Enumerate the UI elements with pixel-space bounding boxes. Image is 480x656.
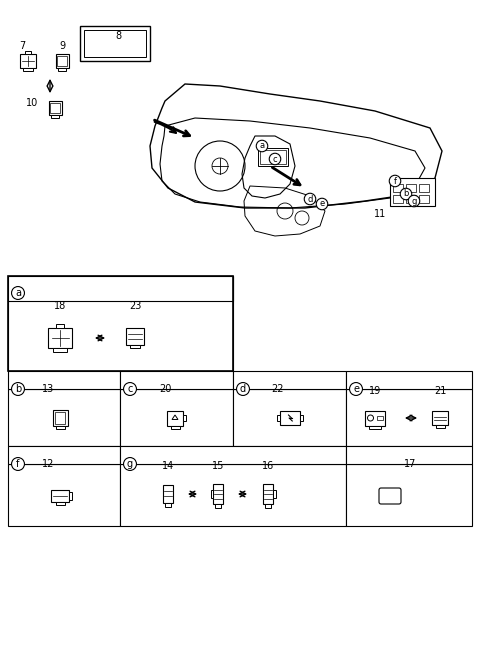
Bar <box>8 464 120 526</box>
Text: 22: 22 <box>272 384 284 394</box>
Bar <box>58 68 66 71</box>
Bar <box>213 484 223 504</box>
Bar <box>130 344 140 348</box>
Bar <box>346 446 472 464</box>
Bar <box>435 424 444 428</box>
Bar <box>215 504 221 508</box>
Bar <box>419 195 429 203</box>
Text: d: d <box>240 384 246 394</box>
Text: c: c <box>127 384 132 394</box>
Text: 9: 9 <box>59 41 65 51</box>
Text: a: a <box>259 142 264 150</box>
Bar <box>211 490 213 498</box>
Bar <box>233 389 346 446</box>
Text: c: c <box>273 155 277 163</box>
Bar <box>165 503 171 506</box>
Bar <box>8 276 233 371</box>
Text: g: g <box>127 459 133 469</box>
Bar <box>419 184 429 192</box>
Bar <box>52 410 68 426</box>
Bar <box>8 276 233 301</box>
Bar <box>300 415 303 421</box>
Bar <box>346 464 472 526</box>
Text: 21: 21 <box>434 386 446 396</box>
Bar <box>393 195 403 203</box>
Text: f: f <box>16 459 20 469</box>
Bar <box>346 389 472 446</box>
Text: 8: 8 <box>115 31 121 41</box>
Text: 13: 13 <box>42 384 54 394</box>
Bar <box>393 184 403 192</box>
Bar <box>369 426 381 428</box>
Bar <box>265 504 271 508</box>
Bar <box>50 103 60 113</box>
Text: f: f <box>394 176 396 186</box>
Bar <box>56 325 64 328</box>
Bar <box>23 68 33 72</box>
Bar <box>8 446 120 464</box>
Text: b: b <box>15 384 21 394</box>
Bar <box>69 492 72 500</box>
Text: 19: 19 <box>369 386 381 396</box>
Text: a: a <box>15 288 21 298</box>
Bar <box>120 446 346 464</box>
Bar <box>376 416 383 420</box>
Bar <box>55 412 65 424</box>
Bar <box>48 101 61 115</box>
Bar <box>8 371 120 389</box>
Text: 20: 20 <box>159 384 171 394</box>
Bar <box>56 54 69 68</box>
Bar <box>84 30 146 57</box>
Bar <box>56 426 64 429</box>
Bar <box>120 371 233 389</box>
Text: e: e <box>319 199 324 209</box>
Text: 18: 18 <box>54 301 66 311</box>
Bar <box>25 51 31 54</box>
Bar <box>120 389 233 446</box>
Bar <box>51 115 59 117</box>
Text: d: d <box>307 194 312 203</box>
Bar <box>48 328 72 348</box>
Bar <box>406 184 416 192</box>
Bar <box>390 178 435 206</box>
Text: 7: 7 <box>19 41 25 51</box>
Text: b: b <box>403 190 408 199</box>
Bar <box>80 26 150 61</box>
Bar <box>120 464 346 526</box>
Bar <box>280 411 300 424</box>
Bar <box>126 327 144 344</box>
Text: 11: 11 <box>374 209 386 219</box>
Bar <box>170 426 180 428</box>
Bar <box>277 415 280 421</box>
Bar <box>53 348 67 352</box>
Bar <box>56 502 64 505</box>
Bar <box>346 371 472 389</box>
Bar <box>167 411 183 426</box>
Text: 10: 10 <box>26 98 38 108</box>
Bar <box>406 195 416 203</box>
FancyBboxPatch shape <box>379 488 401 504</box>
Bar <box>263 484 273 504</box>
Text: 14: 14 <box>162 461 174 471</box>
Bar <box>8 389 120 446</box>
Bar <box>183 415 186 421</box>
Bar <box>365 411 385 426</box>
Text: 12: 12 <box>42 459 54 469</box>
Bar <box>58 56 67 66</box>
Text: 17: 17 <box>404 459 416 469</box>
Text: e: e <box>353 384 359 394</box>
Text: 23: 23 <box>129 301 141 311</box>
Bar <box>432 411 448 424</box>
Bar <box>258 148 288 166</box>
Bar <box>20 54 36 68</box>
Bar <box>260 150 286 164</box>
Text: 15: 15 <box>212 461 224 471</box>
Bar <box>233 371 346 389</box>
Text: g: g <box>411 197 417 205</box>
Bar <box>163 485 173 503</box>
Text: 16: 16 <box>262 461 274 471</box>
Bar <box>273 490 276 498</box>
Bar <box>8 276 233 371</box>
Bar <box>51 490 69 502</box>
